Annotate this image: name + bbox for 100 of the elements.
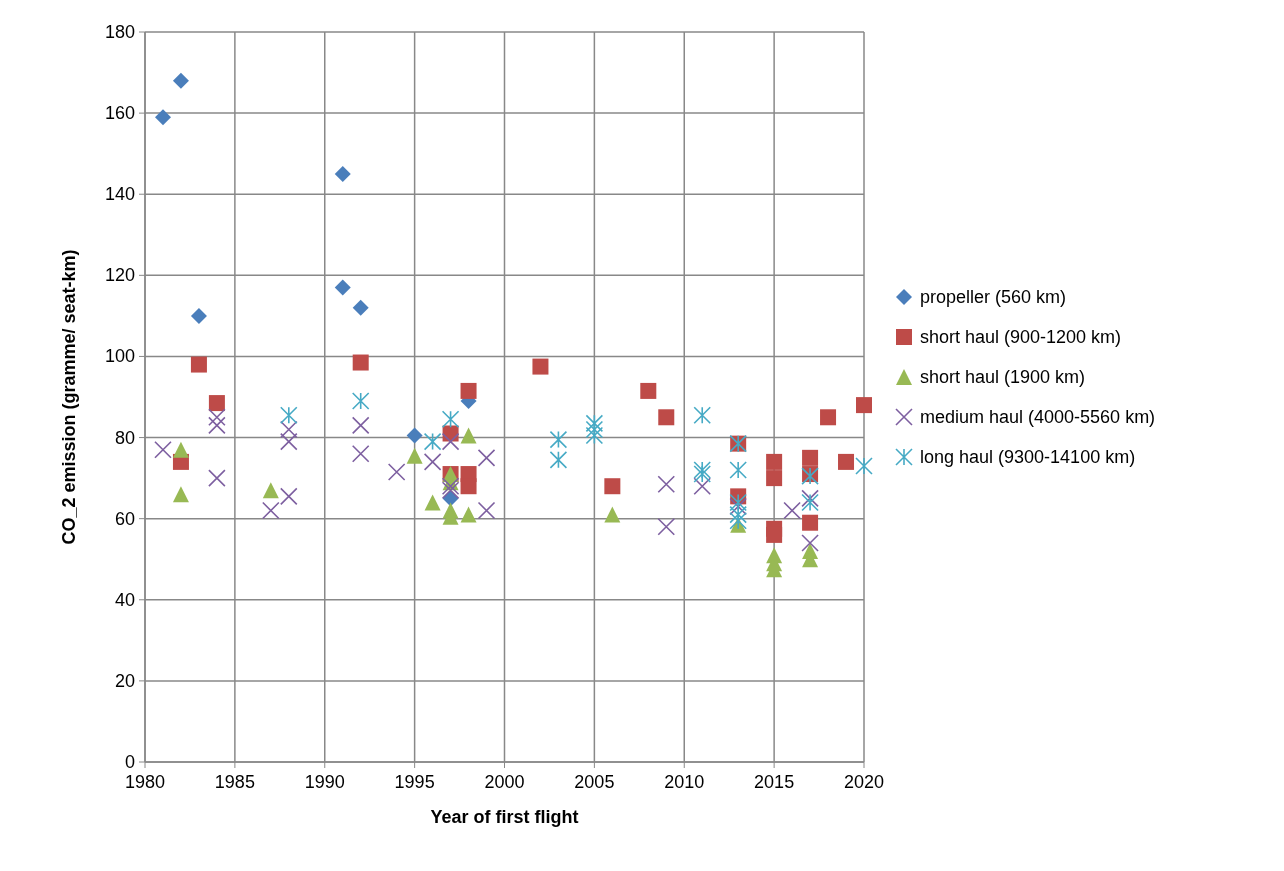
- point: [640, 382, 657, 399]
- point: [423, 453, 442, 471]
- point: [604, 478, 621, 495]
- x-tick-label: 2005: [574, 772, 615, 792]
- point: [280, 487, 298, 506]
- point: [280, 432, 298, 451]
- point: [585, 420, 604, 439]
- point: [262, 482, 279, 499]
- point: [729, 461, 747, 479]
- y-tick-label: 40: [114, 589, 135, 610]
- point: [802, 449, 819, 466]
- y-tick-label: 160: [104, 103, 135, 124]
- y-axis-title: CO_2 emission (gramme/ seat-km): [59, 249, 79, 545]
- point: [424, 494, 441, 511]
- y-tick-label: 0: [124, 752, 135, 772]
- x-axis-title: Year of first flight: [430, 807, 579, 827]
- point: [693, 461, 712, 479]
- point: [172, 441, 189, 458]
- point: [172, 72, 189, 89]
- point: [352, 354, 369, 371]
- y-tick-label: 100: [104, 346, 135, 367]
- point: [351, 392, 370, 410]
- point: [783, 501, 801, 520]
- point: [460, 427, 477, 444]
- point: [190, 307, 207, 324]
- point: [352, 299, 369, 316]
- x-tick-label: 2015: [754, 772, 795, 792]
- x-tick-label: 1990: [304, 772, 345, 792]
- point: [460, 382, 477, 399]
- point: [802, 514, 819, 531]
- point: [585, 426, 604, 445]
- x-tick-label: 1985: [214, 772, 255, 792]
- point: [190, 356, 207, 373]
- y-tick-label: 140: [104, 184, 135, 205]
- point: [406, 427, 423, 444]
- x-tick-label: 2020: [843, 772, 885, 792]
- x-tick-label: 1995: [394, 772, 435, 792]
- point: [441, 477, 460, 496]
- point: [154, 109, 171, 126]
- point: [280, 406, 298, 425]
- point: [766, 526, 783, 543]
- point: [280, 420, 298, 439]
- point: [441, 481, 460, 500]
- point: [172, 486, 189, 503]
- point: [549, 430, 568, 449]
- point: [406, 447, 423, 464]
- x-tick-label: 2010: [664, 772, 705, 792]
- point: [208, 416, 226, 435]
- point: [729, 497, 747, 516]
- point: [801, 493, 819, 512]
- point: [604, 506, 621, 523]
- point: [693, 477, 712, 496]
- point: [693, 465, 712, 483]
- point: [351, 444, 370, 463]
- point: [855, 457, 873, 475]
- y-tick-label: 120: [104, 265, 135, 286]
- y-tick-label: 80: [114, 427, 135, 448]
- point: [658, 409, 675, 426]
- x-tick-label: 1980: [124, 772, 166, 792]
- point: [460, 506, 477, 523]
- legend-label: long haul (9300-14100 km): [920, 447, 1136, 467]
- point: [532, 358, 549, 375]
- legend-label: short haul (1900 km): [920, 367, 1086, 387]
- point: [766, 453, 783, 470]
- legend-label: short haul (900-1200 km): [920, 327, 1122, 347]
- point: [657, 517, 676, 536]
- legend-label: medium haul (4000-5560 km): [920, 407, 1156, 427]
- point: [334, 279, 351, 296]
- y-tick-label: 180: [104, 22, 135, 42]
- point: [693, 406, 712, 425]
- point: [477, 449, 496, 467]
- point: [549, 451, 568, 469]
- point: [729, 505, 747, 524]
- point: [441, 432, 460, 451]
- point: [729, 511, 747, 530]
- point: [585, 414, 604, 433]
- point: [838, 453, 855, 470]
- point: [208, 408, 226, 427]
- legend-label: propeller (560 km): [920, 287, 1067, 307]
- point: [820, 409, 837, 426]
- point: [262, 501, 280, 520]
- point: [460, 478, 477, 495]
- point: [208, 469, 226, 487]
- point: [856, 397, 872, 414]
- point: [477, 501, 496, 520]
- y-tick-label: 20: [114, 670, 135, 691]
- x-tick-label: 2000: [484, 772, 525, 792]
- point: [154, 440, 172, 459]
- y-tick-label: 60: [114, 508, 135, 529]
- point: [801, 534, 819, 552]
- point: [729, 493, 747, 512]
- point: [423, 432, 442, 451]
- point: [208, 395, 225, 412]
- point: [351, 416, 370, 435]
- point: [657, 475, 676, 493]
- point: [441, 410, 460, 429]
- point: [387, 463, 406, 481]
- point: [766, 470, 783, 487]
- point: [334, 165, 351, 182]
- point: [801, 489, 819, 508]
